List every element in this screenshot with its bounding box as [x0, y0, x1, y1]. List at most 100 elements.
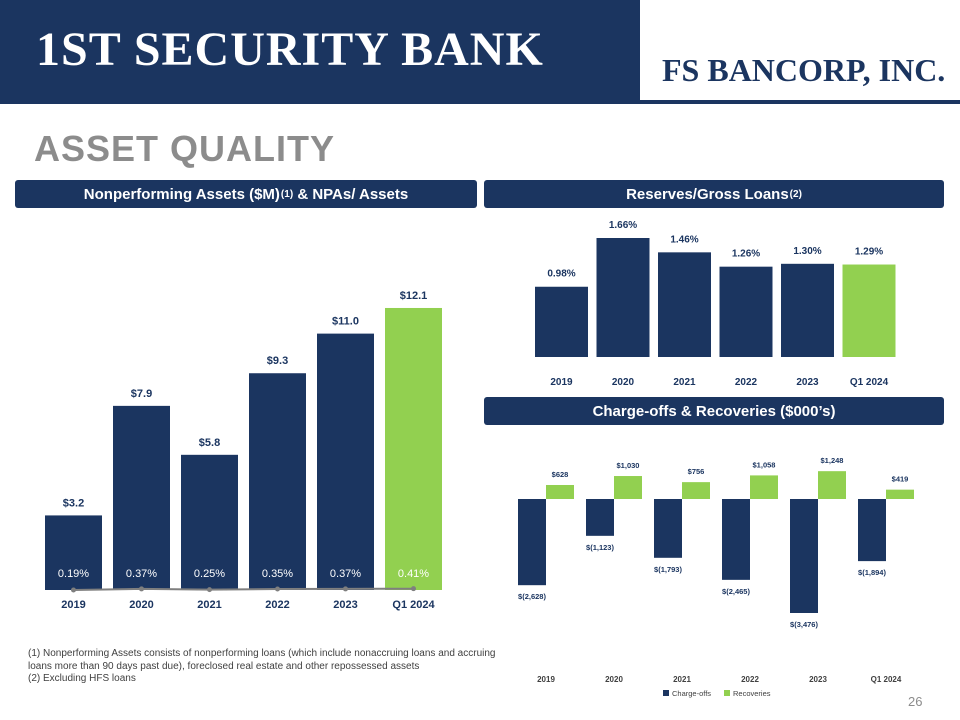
reserves-x-tick: 2019 [550, 377, 573, 388]
chargeoff-value-label: $(2,628) [518, 592, 546, 601]
npa-bar [249, 373, 306, 590]
npa-value-label: $5.8 [199, 437, 220, 449]
legend-swatch-recoveries [724, 690, 730, 696]
chargeoffs-x-tick: 2019 [537, 675, 555, 684]
npa-ratio-point [71, 587, 76, 593]
chargeoffs-x-tick: 2022 [741, 675, 759, 684]
recovery-bar [546, 484, 574, 499]
chargeoff-bar [722, 499, 750, 580]
npa-ratio-point [275, 586, 280, 592]
reserves-value-label: 1.29% [855, 247, 883, 258]
chargeoff-value-label: $(1,123) [586, 543, 614, 552]
reserves-value-label: 1.66% [609, 220, 637, 231]
reserves-x-tick: 2022 [735, 377, 758, 388]
recovery-value-label: $756 [688, 467, 705, 476]
chargeoff-bar [790, 499, 818, 613]
chargeoffs-x-tick: Q1 2024 [871, 675, 902, 684]
chargeoffs-x-tick: 2020 [605, 675, 623, 684]
npa-ratio-point [207, 587, 212, 593]
chargeoffs-x-tick: 2023 [809, 675, 827, 684]
reserves-x-tick: Q1 2024 [850, 377, 889, 388]
corp-logo-area [640, 0, 960, 100]
npa-title-sup: (1) [280, 188, 294, 200]
page-title: ASSET QUALITY [34, 128, 336, 169]
legend-swatch-chargeoffs [663, 690, 669, 696]
recovery-bar [818, 471, 846, 499]
reserves-x-tick: 2023 [796, 377, 819, 388]
npa-ratio-label: 0.37% [330, 568, 361, 580]
chargeoffs-panel-header: Charge-offs & Recoveries ($000’s) [484, 397, 944, 425]
reserves-title: Reserves/Gross Loans [626, 185, 789, 203]
legend-label-chargeoffs: Charge-offs [672, 689, 711, 698]
reserves-bar [596, 238, 650, 357]
recovery-bar [750, 475, 778, 499]
chargeoff-value-label: $(2,465) [722, 587, 750, 596]
reserves-bar [781, 263, 834, 357]
reserves-value-label: 1.46% [670, 234, 698, 245]
npa-ratio-label: 0.19% [58, 568, 89, 580]
footnotes: (1) Nonperforming Assets consists of non… [28, 648, 498, 686]
npa-ratio-line [73, 587, 414, 591]
npa-bar [45, 515, 102, 590]
reserves-bar [535, 286, 588, 357]
recovery-value-label: $1,030 [617, 461, 640, 470]
recovery-value-label: $628 [552, 470, 569, 479]
footnote-1: (1) Nonperforming Assets consists of non… [28, 648, 496, 672]
bank-logo: 1ST SECURITY BANK [36, 23, 544, 76]
chargeoffs-x-tick: 2021 [673, 675, 691, 684]
npa-x-tick: 2023 [333, 599, 357, 611]
recovery-value-label: $1,058 [753, 460, 776, 469]
npa-x-tick: Q1 2024 [392, 599, 435, 611]
legend-label-recoveries: Recoveries [733, 689, 771, 698]
npa-value-label: $3.2 [63, 497, 84, 509]
recovery-bar [682, 482, 710, 499]
npa-title-tail: & NPAs/ Assets [293, 185, 409, 203]
npa-x-tick: 2019 [61, 599, 85, 611]
npa-value-label: $7.9 [131, 388, 152, 400]
header-rule [0, 100, 960, 104]
npa-bar [385, 307, 442, 590]
reserves-value-label: 1.30% [793, 246, 821, 257]
chargeoff-bar [654, 499, 682, 558]
npa-ratio-label: 0.25% [194, 568, 225, 580]
footnote-2: (2) Excluding HFS loans [28, 673, 136, 685]
recovery-bar [614, 476, 642, 499]
npa-ratio-label: 0.41% [398, 568, 429, 580]
npa-value-label: $9.3 [267, 355, 288, 367]
reserves-x-tick: 2020 [612, 377, 635, 388]
chargeoff-bar [518, 499, 546, 586]
chargeoff-value-label: $(1,894) [858, 568, 886, 577]
npa-bar [113, 405, 170, 590]
chargeoffs-title: Charge-offs & Recoveries ($000’s) [592, 402, 836, 420]
npa-value-label: $11.0 [332, 316, 359, 328]
npa-bar [181, 454, 238, 590]
recovery-bar [886, 489, 914, 499]
npa-ratio-point [139, 586, 144, 592]
chargeoff-value-label: $(3,476) [790, 620, 818, 629]
reserves-panel-header: Reserves/Gross Loans (2) [484, 180, 944, 208]
npa-x-tick: 2022 [265, 599, 289, 611]
reserves-bar [719, 266, 773, 357]
npa-value-label: $12.1 [400, 290, 428, 302]
recovery-value-label: $419 [892, 475, 909, 484]
npa-panel-header: Nonperforming Assets ($M) (1) & NPAs/ Ass… [15, 180, 477, 208]
chargeoff-value-label: $(1,793) [654, 565, 682, 574]
npa-ratio-label: 0.35% [262, 568, 293, 580]
chargeoff-bar [586, 499, 614, 536]
npa-x-tick: 2021 [197, 599, 221, 611]
reserves-x-tick: 2021 [673, 377, 696, 388]
recovery-value-label: $1,248 [821, 456, 844, 465]
reserves-title-sup: (2) [789, 188, 802, 200]
npa-bar [317, 333, 374, 590]
reserves-value-label: 1.26% [732, 249, 760, 260]
corp-logo: FS BANCORP, INC. [662, 52, 946, 88]
reserves-bar [658, 252, 711, 357]
page-number: 26 [908, 694, 923, 709]
npa-x-tick: 2020 [129, 599, 153, 611]
npa-ratio-label: 0.37% [126, 568, 157, 580]
chargeoff-bar [858, 499, 886, 562]
npa-ratio-point [411, 586, 416, 592]
npa-ratio-point [343, 586, 348, 592]
reserves-bar [842, 264, 896, 357]
reserves-value-label: 0.98% [547, 269, 575, 280]
